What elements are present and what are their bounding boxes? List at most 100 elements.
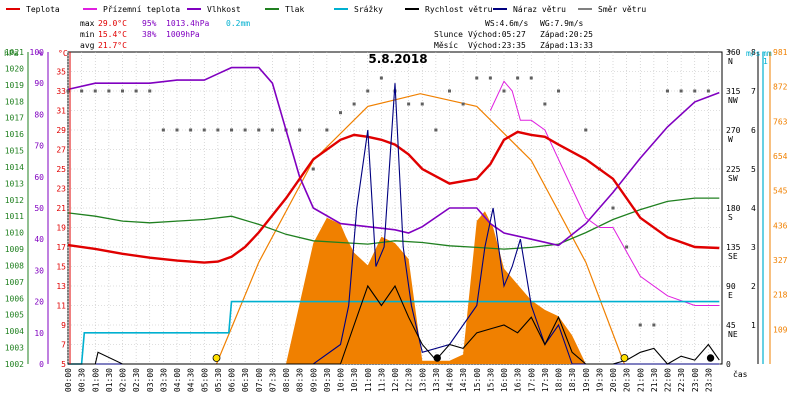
x-tick-label: 06:30: [241, 368, 250, 392]
wind-speed-tick: 4: [751, 204, 756, 213]
wind-direction-label: S: [728, 213, 733, 222]
wind-direction-point: [175, 128, 179, 132]
wind-direction-point: [679, 89, 683, 93]
solar-tick: 763: [773, 117, 788, 126]
stats-max-rain: 0.2mm: [226, 19, 250, 28]
stats-min-pressure: 1009hPa: [166, 30, 200, 39]
wind-direction-point: [325, 128, 329, 132]
time-axis-label: čas: [733, 369, 748, 379]
wind-speed-tick: 3: [751, 243, 756, 252]
info-sun-label: Slunce: [434, 30, 463, 39]
solar-tick: 436: [773, 221, 788, 230]
legend-label: Náraz větru: [513, 5, 566, 14]
legend-label: Teplota: [26, 5, 60, 14]
wind-direction-point: [270, 128, 274, 132]
x-tick-label: 17:00: [527, 368, 536, 392]
wind-direction-point: [366, 89, 370, 93]
wind-speed-tick: 7: [751, 87, 756, 96]
wind-direction-point: [516, 76, 520, 80]
stats-max-pressure: 1013.4hPa: [166, 19, 210, 28]
humidity-axis-tick: 30: [34, 266, 44, 275]
solar-tick: 218: [773, 291, 788, 300]
x-tick-label: 10:30: [350, 368, 359, 392]
pressure-axis-tick: 1010: [5, 229, 24, 238]
temperature-axis-tick: 23: [56, 185, 66, 194]
wind-direction-tick: 0: [726, 360, 731, 369]
x-tick-label: 17:30: [541, 368, 550, 392]
pressure-axis-tick: 1005: [5, 311, 24, 320]
pressure-axis-tick: 1011: [5, 212, 24, 221]
x-tick-label: 11:00: [364, 368, 373, 392]
x-tick-label: 03:00: [146, 368, 155, 392]
wind-direction-point: [666, 89, 669, 93]
solar-tick: 109: [773, 325, 788, 334]
wind-direction-point: [257, 128, 261, 132]
wind-direction-point: [461, 102, 465, 106]
pressure-axis-tick: 1003: [5, 344, 24, 353]
x-tick-label: 23:00: [691, 368, 700, 392]
stats-min-label: min: [80, 30, 95, 39]
pressure-axis-tick: 1015: [5, 147, 24, 156]
temperature-axis-tick: 31: [56, 107, 66, 116]
x-tick-label: 01:00: [91, 368, 100, 392]
humidity-axis-tick: 60: [34, 173, 44, 182]
solar-tick: 327: [773, 256, 788, 265]
legend-label: Vlhkost: [207, 5, 241, 14]
legend-label: Směr větru: [598, 5, 646, 14]
x-tick-label: 04:00: [173, 368, 182, 392]
x-tick-label: 13:00: [418, 368, 427, 392]
pressure-line: [67, 197, 720, 250]
wind-direction-label: W: [728, 135, 733, 144]
wind-direction-unit: °: [727, 49, 732, 58]
pressure-axis-tick: 1014: [5, 163, 24, 172]
wind-direction-point: [339, 111, 342, 115]
x-tick-label: 18:30: [568, 368, 577, 392]
stats-max-label: max: [80, 19, 95, 28]
humidity-axis-tick: 90: [34, 79, 44, 88]
humidity-axis-tick: 100: [30, 48, 45, 57]
rain-unit: mm: [762, 49, 772, 58]
x-tick-label: 10:00: [337, 368, 346, 392]
wind-direction-point: [502, 89, 506, 93]
humidity-axis-tick: 70: [34, 142, 44, 151]
wind-direction-point: [107, 89, 111, 93]
temperature-axis-tick: 25: [56, 165, 66, 174]
legend-label: Tlak: [285, 5, 304, 14]
x-tick-label: 01:30: [105, 368, 114, 392]
wind-direction-point: [420, 102, 424, 106]
wind-direction-point: [134, 89, 138, 93]
x-tick-label: 18:00: [555, 368, 564, 392]
x-tick-label: 15:30: [486, 368, 495, 392]
x-tick-label: 22:00: [664, 368, 673, 392]
wind-direction-point: [216, 128, 220, 132]
wind-direction-tick: 180: [726, 204, 741, 213]
x-tick-label: 20:00: [609, 368, 618, 392]
wind-direction-point: [66, 89, 70, 93]
wind-direction-point: [625, 245, 629, 249]
x-tick-label: 11:30: [377, 368, 386, 392]
temperature-axis-tick: 7: [61, 341, 66, 350]
temperature-axis-tick: 17: [56, 243, 66, 252]
wind-direction-tick: 90: [726, 282, 736, 291]
x-tick-label: 09:00: [309, 368, 318, 392]
solar-radiation-area: [286, 211, 586, 364]
wind-direction-label: NE: [728, 330, 738, 339]
solar-tick: 981: [773, 48, 788, 57]
chart-title: 5.8.2018: [368, 52, 427, 66]
info-wg: WG:7.9m/s: [540, 19, 584, 28]
wind-direction-point: [407, 102, 411, 106]
wind-direction-point: [693, 89, 697, 93]
temperature-axis-tick: 9: [61, 321, 66, 330]
x-tick-label: 21:00: [636, 368, 645, 392]
pressure-axis-tick: 1007: [5, 278, 24, 287]
x-tick-label: 09:30: [323, 368, 332, 392]
sunset-marker: [620, 354, 629, 362]
wind-direction-point: [93, 89, 97, 93]
x-tick-label: 20:30: [623, 368, 632, 392]
wind-direction-tick: 315: [726, 87, 741, 96]
pressure-axis-tick: 1002: [5, 360, 24, 369]
x-tick-label: 14:00: [446, 368, 455, 392]
x-tick-label: 07:30: [268, 368, 277, 392]
legend-label: Rychlost větru: [425, 5, 493, 14]
